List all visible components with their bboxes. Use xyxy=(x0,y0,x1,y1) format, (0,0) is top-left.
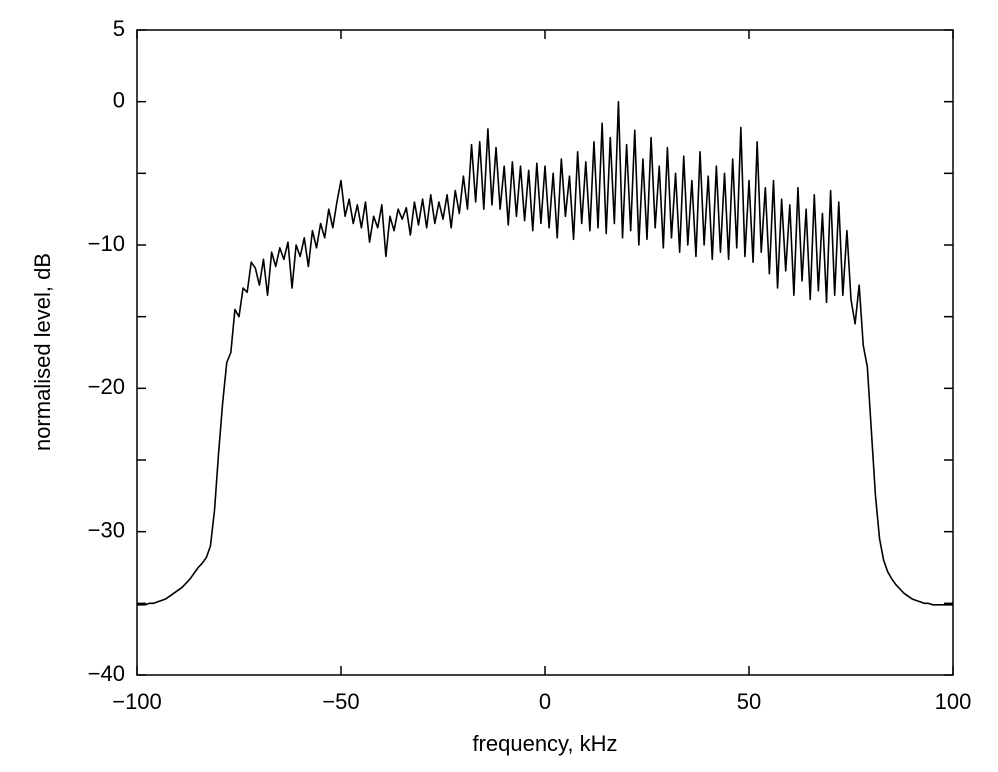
plot-frame xyxy=(136,29,954,676)
x-axis-label: frequency, kHz xyxy=(472,731,617,756)
y-tick-label: −30 xyxy=(88,517,125,542)
y-tick-label: −10 xyxy=(88,231,125,256)
x-tick-label: 0 xyxy=(539,689,551,714)
y-tick-label: 0 xyxy=(113,87,125,112)
y-tick-label: −40 xyxy=(88,661,125,686)
y-axis-label: normalised level, dB xyxy=(30,253,55,451)
x-tick-label: −100 xyxy=(112,689,162,714)
y-tick-label: −20 xyxy=(88,374,125,399)
x-tick-label: 100 xyxy=(935,689,972,714)
y-tick-label: 5 xyxy=(113,16,125,41)
x-tick-label: −50 xyxy=(322,689,359,714)
x-tick-label: 50 xyxy=(737,689,761,714)
spectrum-line xyxy=(137,100,953,606)
